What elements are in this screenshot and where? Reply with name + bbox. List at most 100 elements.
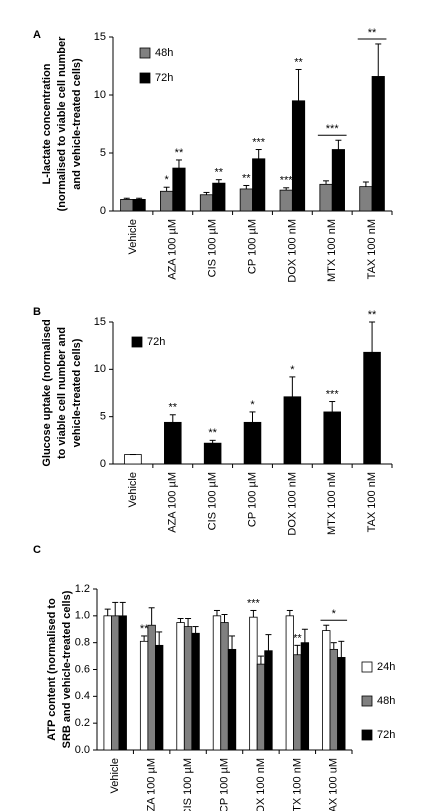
legend-label: 48h [155, 47, 173, 59]
significance-label: *** [252, 136, 266, 148]
error-bar [335, 139, 342, 150]
error-bar [323, 180, 330, 185]
error-bar [369, 321, 376, 353]
y-axis-label: and vehicle-treated cells) [71, 58, 83, 190]
bar [199, 194, 214, 212]
significance-label: * [250, 399, 255, 411]
x-tick-label: CP 100 µM [246, 219, 258, 274]
y-tick-label: 10 [94, 89, 106, 101]
error-bar [203, 191, 210, 195]
error-bar [104, 608, 111, 616]
x-tick-label: CIS 100 µM [207, 472, 219, 530]
significance-label: *** [326, 388, 340, 400]
bar [264, 650, 273, 751]
bar [212, 182, 226, 212]
y-tick-label: 5 [100, 147, 106, 159]
error-bar [323, 624, 330, 631]
error-bar [375, 43, 382, 77]
x-tick-label: Vehicle [127, 472, 139, 507]
error-bar [338, 640, 345, 658]
x-tick-label: DOX 100 nM [286, 219, 298, 283]
x-tick-label: TAX 100 nM [366, 219, 378, 279]
error-bar [330, 642, 337, 650]
error-bar [243, 184, 250, 189]
bar [172, 167, 186, 212]
bar [337, 657, 346, 751]
y-tick-label: 0.2 [75, 717, 90, 729]
error-bar [112, 601, 119, 616]
bar [359, 186, 373, 212]
significance-label: ** [293, 632, 302, 644]
y-axis-label: ATP content (normalised to [46, 598, 58, 741]
error-bar [301, 628, 308, 643]
error-bar [283, 187, 290, 191]
x-tick-label: DOX 100 nM [255, 758, 267, 811]
y-tick-label: 0.4 [75, 690, 90, 702]
y-axis-label: SRB and vehicle-treated cells) [61, 590, 73, 748]
bar [239, 188, 253, 212]
significance-label: ** [368, 27, 377, 39]
bar [371, 76, 385, 212]
x-tick-label: DOX 100 nM [286, 472, 298, 536]
y-tick-label: 15 [94, 31, 106, 43]
error-bar [249, 411, 256, 423]
bar [147, 624, 156, 751]
error-bar [250, 609, 257, 618]
significance-label: ** [242, 172, 251, 184]
significance-label: *** [247, 597, 261, 609]
bar [176, 622, 185, 751]
y-axis-label: vehicle-treated cells) [71, 338, 83, 447]
x-tick-label: TAX 100 uM [328, 758, 340, 811]
error-bar [141, 635, 148, 642]
bar [124, 454, 142, 465]
legend-swatch [361, 695, 373, 707]
error-bar [221, 613, 228, 623]
y-axis-label: (normalised to viable cell number [56, 36, 68, 212]
legend-label: 48h [377, 695, 395, 707]
significance-label: * [164, 174, 169, 186]
y-tick-label: 5 [100, 411, 106, 423]
error-bar [329, 401, 336, 412]
x-tick-label: Vehicle [127, 219, 139, 254]
significance-label: *** [280, 175, 294, 187]
significance-label: * [290, 364, 295, 376]
bar [291, 100, 306, 212]
legend-label: 24h [377, 661, 395, 673]
bar [293, 654, 302, 751]
y-tick-label: 0 [100, 458, 106, 470]
bar [243, 421, 262, 465]
bar [212, 615, 222, 751]
significance-label: ** [169, 402, 178, 414]
error-bar [123, 197, 130, 200]
y-axis-label: L-lactate concentration [41, 63, 53, 184]
x-tick-label: MTX 100 nM [326, 219, 338, 282]
legend-swatch [361, 661, 373, 673]
x-tick-label: Vehicle [109, 758, 121, 793]
bar [139, 640, 149, 751]
error-bar [192, 626, 199, 634]
bar [120, 198, 134, 212]
error-bar [257, 655, 264, 665]
legend-swatch [139, 72, 151, 84]
legend-label: 72h [155, 72, 173, 84]
bar [279, 189, 293, 212]
error-bar [215, 179, 222, 184]
error-bar [136, 197, 143, 200]
bar [132, 198, 146, 212]
x-tick-label: TAX 100 nM [366, 472, 378, 532]
bar [283, 396, 302, 465]
panel-label: A [33, 29, 41, 41]
error-bar [289, 376, 296, 397]
bar [203, 442, 222, 465]
error-bar [209, 439, 216, 444]
error-bar [265, 634, 272, 651]
panel-label: B [33, 306, 41, 318]
y-tick-label: 0 [100, 205, 106, 217]
legend-label: 72h [377, 729, 395, 741]
legend-swatch [361, 729, 373, 741]
significance-label: *** [326, 123, 340, 135]
bar [323, 411, 341, 465]
y-tick-label: 15 [94, 316, 106, 328]
bar [220, 622, 229, 751]
